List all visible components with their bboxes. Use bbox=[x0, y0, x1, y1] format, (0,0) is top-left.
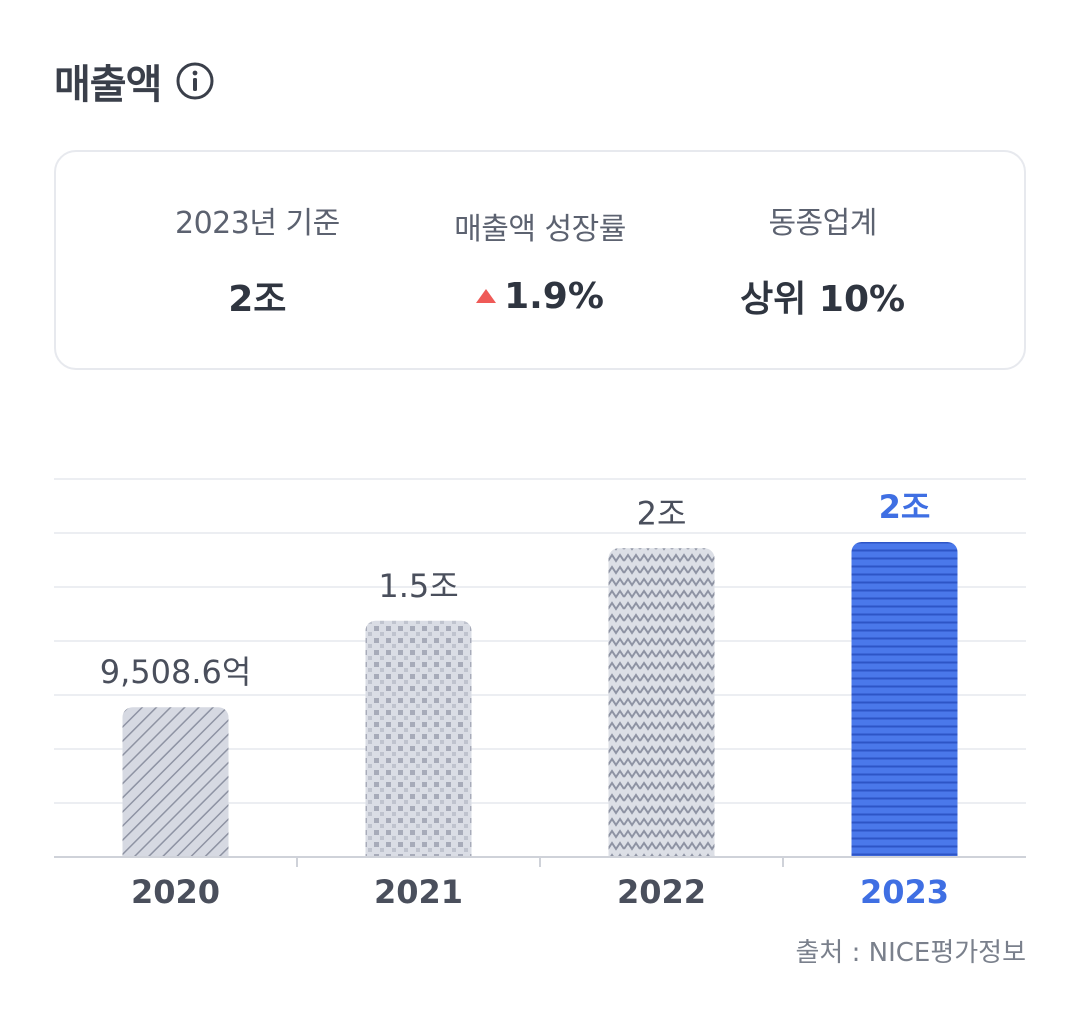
info-circle-icon[interactable] bbox=[175, 61, 215, 101]
data-label: 2조 bbox=[879, 488, 931, 526]
bar-2023[interactable] bbox=[851, 542, 958, 857]
bar-2020[interactable] bbox=[122, 707, 229, 857]
x-tick-label: 2020 bbox=[131, 873, 220, 911]
x-axis: 2020 2021 2022 2023 bbox=[54, 856, 1026, 911]
value-labels: 9,508.6억 1.5조 2조 2조 bbox=[100, 488, 931, 691]
bar-base bbox=[608, 845, 715, 857]
stat-value-text: 상위 10% bbox=[740, 279, 906, 320]
x-tick-label: 2023 bbox=[860, 873, 949, 911]
section-header: 매출액 bbox=[54, 52, 215, 110]
stat-base-year: 2023년 기준 2조 bbox=[137, 198, 377, 322]
bar-base bbox=[122, 845, 229, 857]
stat-label: 2023년 기준 bbox=[174, 206, 340, 241]
stat-value-text: 2조 bbox=[228, 279, 287, 320]
bar-2021[interactable] bbox=[365, 620, 472, 857]
data-label: 2조 bbox=[637, 494, 687, 532]
summary-card: 2023년 기준 2조 매출액 성장률 1.9% 동종업계 상위 10% bbox=[54, 150, 1026, 370]
section-title: 매출액 bbox=[54, 62, 162, 108]
stat-value: 상위 10% bbox=[703, 270, 943, 322]
stat-value: 2조 bbox=[137, 270, 377, 322]
source-note: 출처 : NICE평가정보 bbox=[795, 938, 1026, 968]
stat-label: 매출액 성장률 bbox=[454, 211, 626, 247]
bars bbox=[122, 542, 958, 857]
stat-industry-rank: 동종업계 상위 10% bbox=[703, 198, 943, 322]
bar-base bbox=[851, 845, 958, 857]
bar-2022[interactable] bbox=[608, 548, 715, 857]
stat-label: 동종업계 bbox=[768, 206, 877, 241]
bar-base bbox=[365, 845, 472, 857]
stat-growth-rate: 매출액 성장률 1.9% bbox=[420, 204, 660, 317]
stat-value: 1.9% bbox=[420, 276, 660, 317]
stat-value-text: 1.9% bbox=[504, 275, 604, 317]
x-tick-label: 2021 bbox=[374, 873, 463, 911]
data-label: 1.5조 bbox=[378, 567, 458, 605]
triangle-up-icon bbox=[476, 289, 497, 303]
x-tick-label: 2022 bbox=[617, 873, 706, 911]
data-label: 9,508.6억 bbox=[100, 653, 252, 691]
